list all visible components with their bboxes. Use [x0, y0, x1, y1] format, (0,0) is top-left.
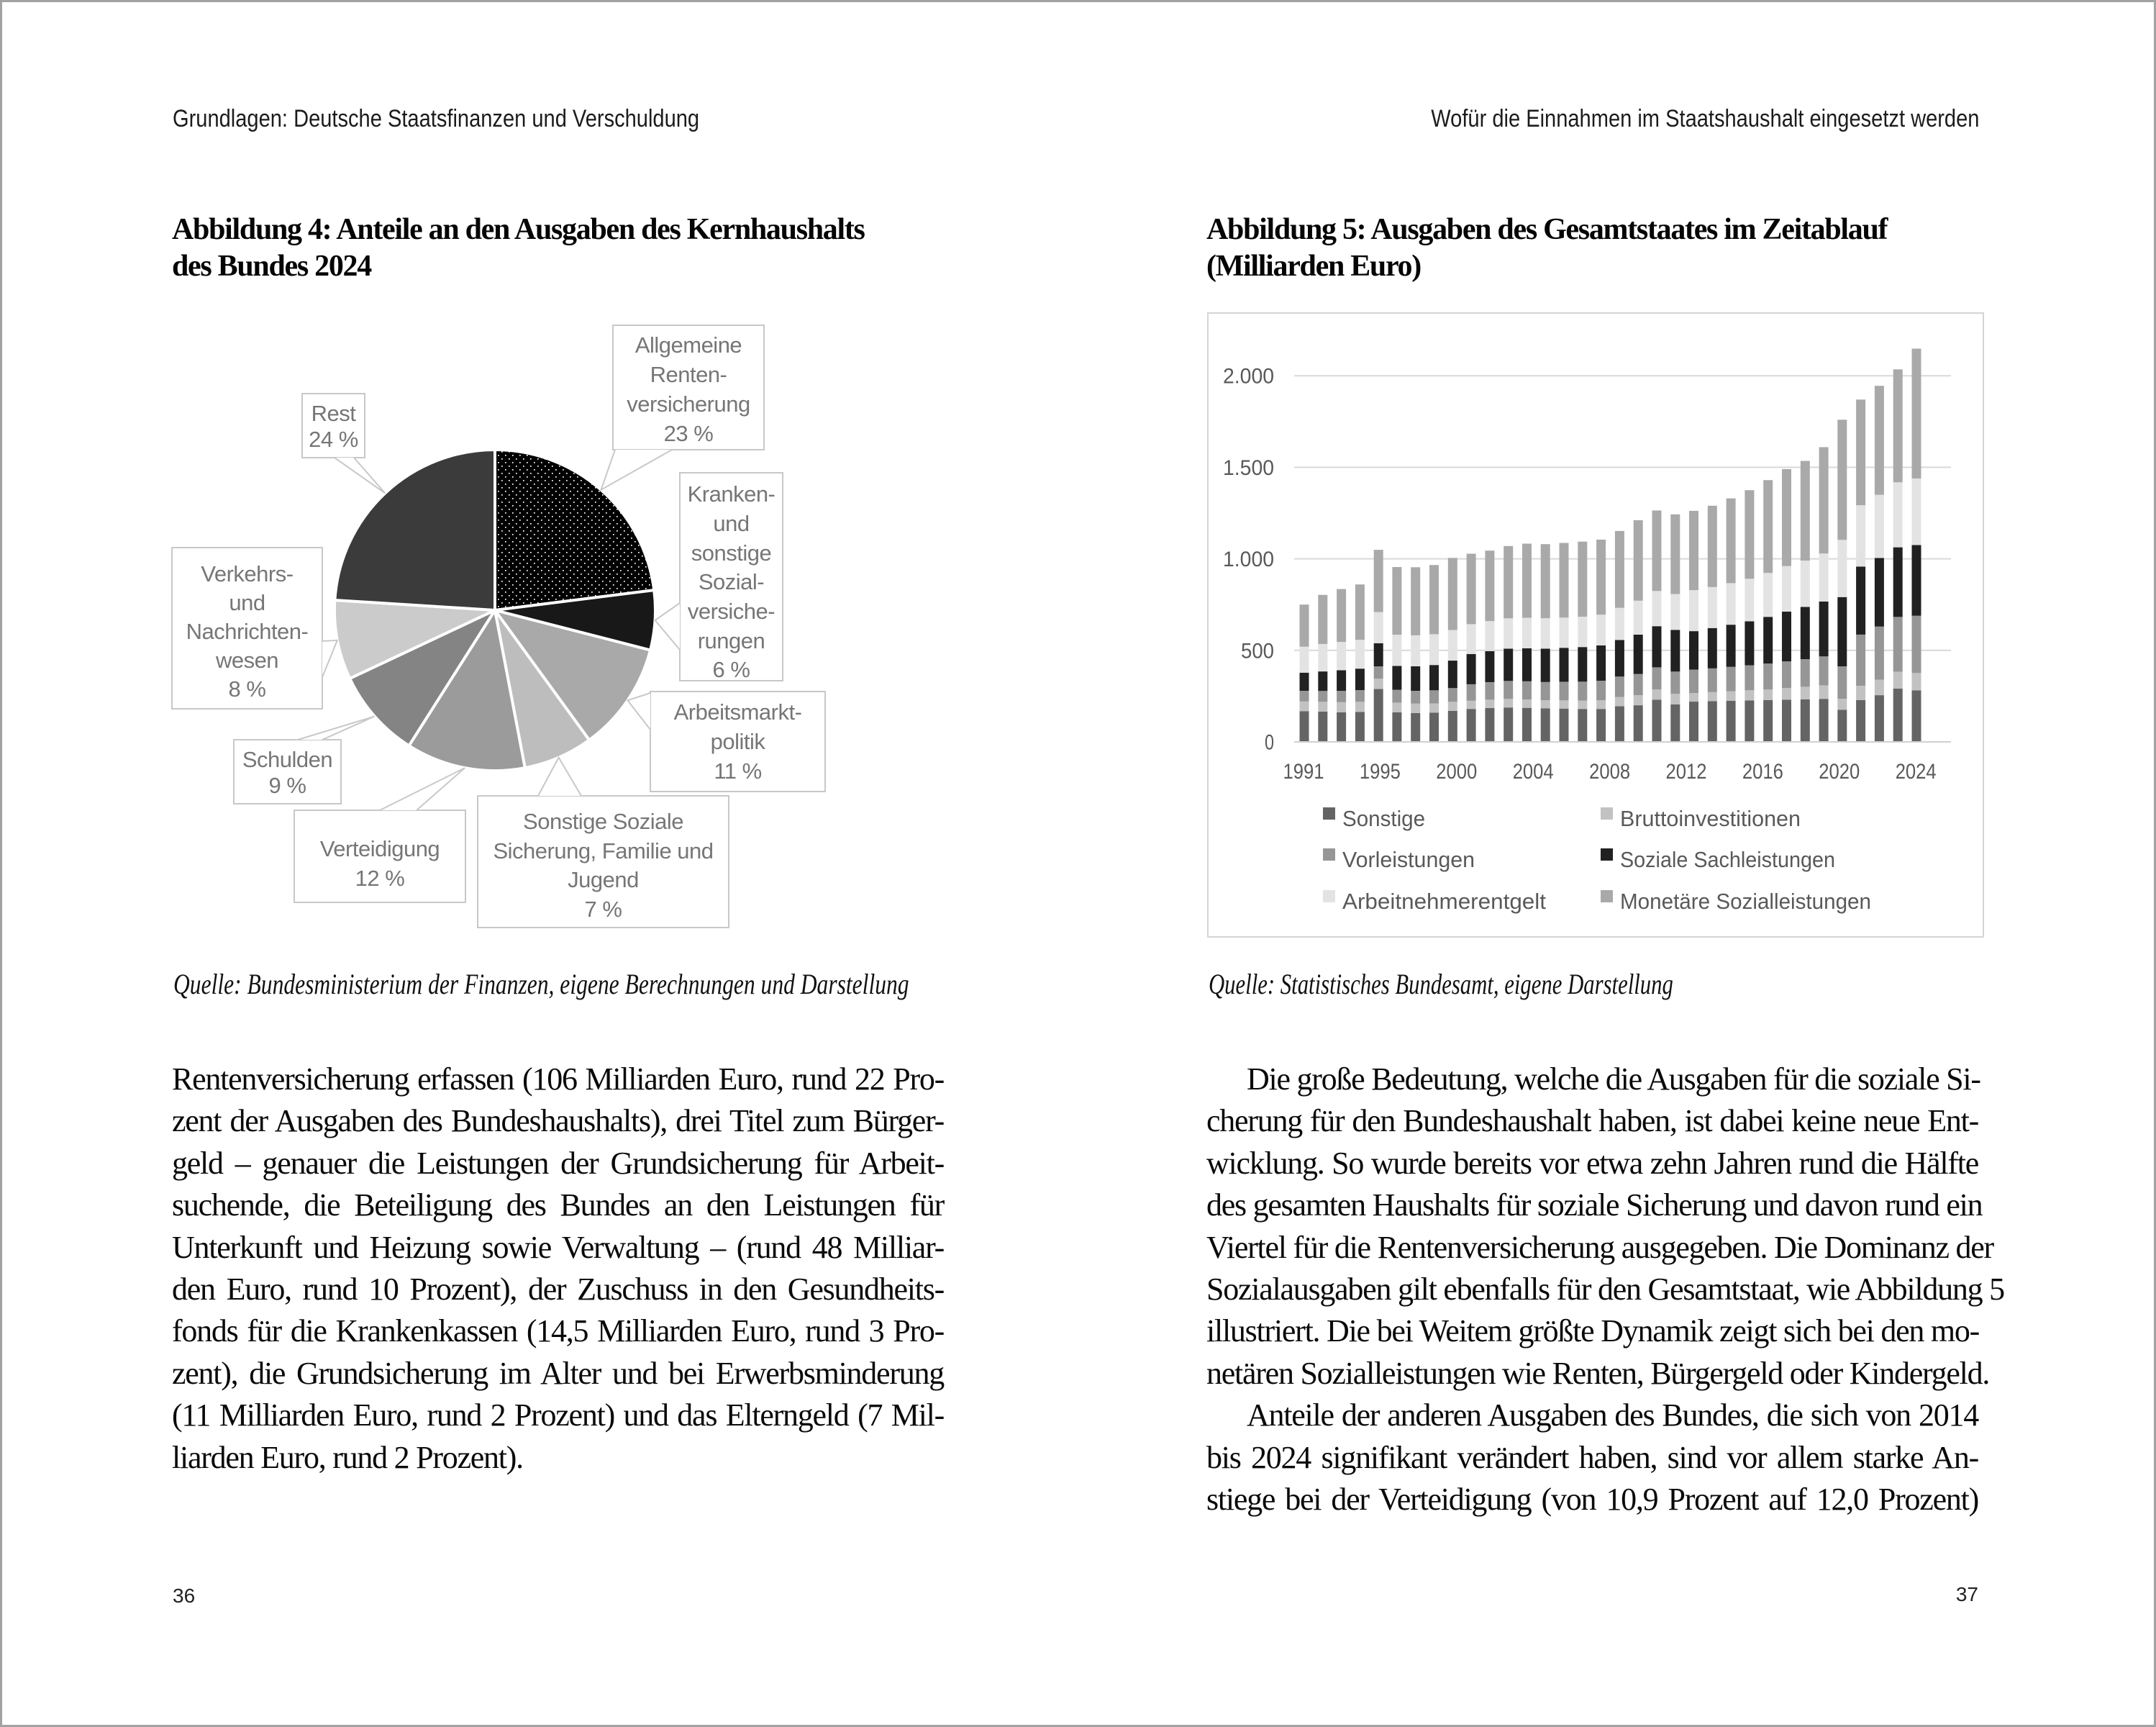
svg-text:Verteidigung: Verteidigung	[320, 836, 440, 861]
svg-text:2024: 2024	[1896, 760, 1937, 784]
svg-text:1995: 1995	[1360, 760, 1401, 784]
svg-text:2000: 2000	[1436, 760, 1477, 784]
svg-text:1.500: 1.500	[1223, 456, 1274, 480]
svg-text:Arbeitsmarkt-: Arbeitsmarkt-	[674, 699, 802, 725]
svg-text:Jugend: Jugend	[568, 867, 639, 892]
svg-text:Nachrichten-: Nachrichten-	[186, 619, 309, 644]
svg-text:7 %: 7 %	[585, 897, 622, 922]
svg-text:9 %: 9 %	[269, 773, 306, 798]
svg-text:Schulden: Schulden	[242, 747, 332, 772]
svg-text:Sonstige: Sonstige	[1342, 806, 1425, 831]
svg-text:Allgemeine: Allgemeine	[635, 332, 742, 358]
svg-text:2012: 2012	[1666, 760, 1707, 784]
svg-text:Vorleistungen: Vorleistungen	[1342, 847, 1475, 872]
svg-text:wesen: wesen	[215, 648, 278, 673]
svg-text:Sicherung, Familie und: Sicherung, Familie und	[493, 838, 713, 864]
svg-text:2020: 2020	[1819, 760, 1860, 784]
svg-text:1991: 1991	[1283, 760, 1324, 784]
svg-text:und: und	[713, 511, 749, 536]
svg-text:Renten-: Renten-	[650, 362, 727, 387]
svg-text:23 %: 23 %	[664, 421, 714, 446]
svg-text:500: 500	[1241, 639, 1274, 663]
svg-text:2004: 2004	[1513, 760, 1554, 784]
svg-text:Arbeitnehmerentgelt: Arbeitnehmerentgelt	[1342, 889, 1546, 914]
svg-text:6 %: 6 %	[713, 657, 750, 682]
svg-text:11 %: 11 %	[714, 758, 761, 784]
svg-text:2.000: 2.000	[1223, 365, 1274, 389]
svg-text:Rest: Rest	[311, 401, 357, 426]
svg-text:0: 0	[1265, 731, 1274, 755]
svg-text:politik: politik	[711, 729, 766, 754]
svg-text:sonstige: sonstige	[691, 540, 771, 566]
svg-text:Verkehrs-: Verkehrs-	[201, 561, 293, 586]
svg-text:Kranken-: Kranken-	[688, 481, 775, 507]
svg-text:Soziale Sachleistungen: Soziale Sachleistungen	[1620, 847, 1835, 872]
svg-text:versicherung: versicherung	[627, 391, 750, 417]
svg-text:12 %: 12 %	[355, 866, 405, 891]
svg-text:24 %: 24 %	[309, 427, 358, 452]
svg-text:2016: 2016	[1742, 760, 1783, 784]
svg-text:Sozial-: Sozial-	[699, 569, 764, 594]
svg-text:Sonstige Soziale: Sonstige Soziale	[523, 809, 683, 834]
svg-text:rungen: rungen	[698, 628, 765, 653]
svg-text:8 %: 8 %	[229, 676, 266, 702]
svg-text:versiche-: versiche-	[688, 599, 775, 624]
svg-text:2008: 2008	[1589, 760, 1630, 784]
svg-text:Monetäre Sozialleistungen: Monetäre Sozialleistungen	[1620, 889, 1871, 914]
svg-text:1.000: 1.000	[1223, 548, 1274, 571]
svg-text:Bruttoinvestitionen: Bruttoinvestitionen	[1620, 806, 1801, 831]
svg-text:und: und	[229, 590, 265, 615]
